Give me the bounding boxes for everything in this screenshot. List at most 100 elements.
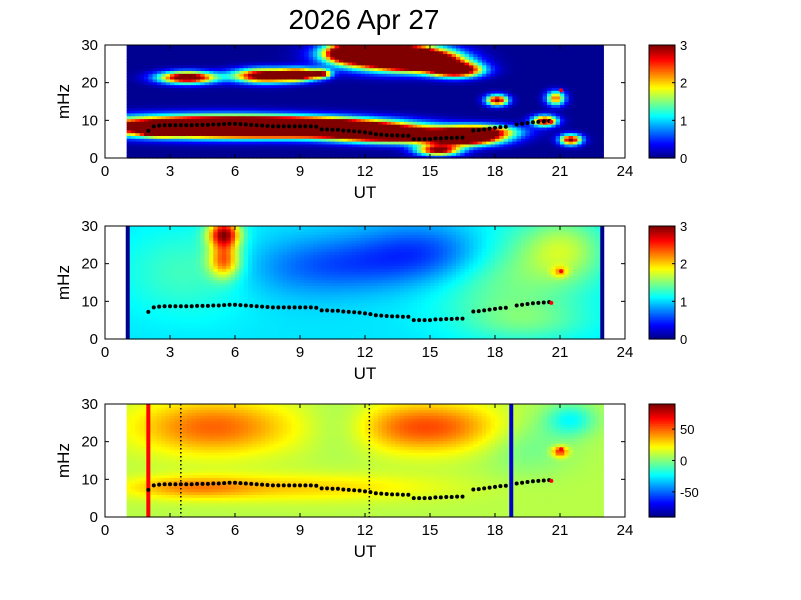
heatmap-cell xyxy=(187,45,193,49)
heatmap-cell xyxy=(347,90,353,94)
heatmap-cell xyxy=(178,70,184,74)
heatmap-cell xyxy=(460,132,466,136)
heatmap-cell xyxy=(547,112,552,117)
heatmap-cell xyxy=(490,104,496,108)
heatmap-cell xyxy=(412,45,418,49)
heatmap-cell xyxy=(443,64,448,69)
heatmap-cell xyxy=(395,93,401,97)
heatmap-cell xyxy=(170,84,175,88)
heatmap-cell xyxy=(161,228,167,233)
heatmap-cell xyxy=(269,118,275,122)
heatmap-cell xyxy=(304,109,310,114)
heatmap-cell xyxy=(304,98,310,103)
heatmap-cell xyxy=(482,118,487,122)
heatmap-cell xyxy=(152,234,158,238)
heatmap-cell xyxy=(139,299,145,303)
heatmap-cell xyxy=(139,112,145,117)
heatmap-cell xyxy=(339,155,344,159)
heatmap-cell xyxy=(356,135,362,139)
heatmap-cell xyxy=(126,45,132,49)
heatmap-cell xyxy=(395,47,401,52)
heatmap-cell xyxy=(508,76,513,80)
heatmap-cell xyxy=(482,149,487,153)
heatmap-cell xyxy=(451,155,457,159)
heatmap-cell xyxy=(551,141,557,145)
heatmap-cell xyxy=(161,324,167,329)
heatmap-cell xyxy=(144,299,149,303)
heatmap-cell xyxy=(161,84,167,88)
heatmap-cell xyxy=(490,78,496,83)
heatmap-cell xyxy=(217,81,223,86)
heatmap-cell xyxy=(508,78,513,83)
heatmap-cell xyxy=(551,152,557,156)
heatmap-cell xyxy=(451,73,457,77)
heatmap-cell xyxy=(326,124,331,128)
heatmap-cell xyxy=(412,126,418,131)
heatmap-cell xyxy=(183,101,188,105)
heatmap-cell xyxy=(326,81,331,86)
heatmap-cell xyxy=(525,93,531,97)
heatmap-cell xyxy=(382,104,388,108)
heatmap-cell xyxy=(191,53,197,57)
heatmap-cell xyxy=(555,70,561,74)
heatmap-cell xyxy=(560,47,565,52)
data-point xyxy=(460,135,465,140)
heatmap-cell xyxy=(174,59,180,63)
heatmap-cell xyxy=(148,76,154,80)
colorbar-band xyxy=(649,92,675,96)
heatmap-cell xyxy=(235,138,240,142)
heatmap-cell xyxy=(521,95,526,100)
heatmap-cell xyxy=(581,93,587,97)
heatmap-cell xyxy=(261,115,266,120)
heatmap-cell xyxy=(477,107,483,111)
heatmap-cell xyxy=(157,259,162,264)
heatmap-cell xyxy=(360,155,366,159)
heatmap-cell xyxy=(499,141,505,145)
heatmap-cell xyxy=(304,87,310,91)
heatmap-cell xyxy=(274,93,279,97)
heatmap-cell xyxy=(477,76,483,80)
heatmap-cell xyxy=(464,95,470,100)
heatmap-cell xyxy=(313,109,318,114)
heatmap-cell xyxy=(564,149,570,153)
heatmap-cell xyxy=(139,302,145,306)
heatmap-cell xyxy=(547,78,552,83)
heatmap-cell xyxy=(568,45,574,49)
heatmap-cell xyxy=(451,138,457,142)
heatmap-cell xyxy=(581,118,587,122)
heatmap-cell xyxy=(152,84,158,88)
heatmap-cell xyxy=(386,64,392,69)
heatmap-cell xyxy=(443,118,448,122)
heatmap-cell xyxy=(196,67,201,72)
heatmap-cell xyxy=(477,93,483,97)
heatmap-cell xyxy=(139,293,145,298)
heatmap-cell xyxy=(373,101,379,105)
heatmap-cell xyxy=(317,90,323,94)
heatmap-cell xyxy=(525,59,531,63)
heatmap-cell xyxy=(412,78,418,83)
heatmap-cell xyxy=(443,70,448,74)
heatmap-cell xyxy=(369,143,375,148)
heatmap-cell xyxy=(191,47,197,52)
heatmap-cell xyxy=(131,242,136,247)
heatmap-cell xyxy=(482,121,487,125)
heatmap-cell xyxy=(243,93,249,97)
heatmap-cell xyxy=(425,115,431,120)
heatmap-cell xyxy=(395,138,401,142)
heatmap-cell xyxy=(321,118,327,122)
heatmap-cell xyxy=(399,47,405,52)
heatmap-cell xyxy=(516,146,522,151)
heatmap-cell xyxy=(248,112,253,117)
heatmap-cell xyxy=(239,115,245,120)
heatmap-cell xyxy=(473,67,479,72)
heatmap-cell xyxy=(512,115,518,120)
heatmap-cell xyxy=(395,101,401,105)
heatmap-cell xyxy=(313,73,318,77)
heatmap-cell xyxy=(148,104,154,108)
heatmap-cell xyxy=(590,121,596,125)
heatmap-cell xyxy=(239,135,245,139)
heatmap-cell xyxy=(547,67,552,72)
data-point xyxy=(151,124,156,129)
heatmap-cell xyxy=(482,56,487,60)
heatmap-cell xyxy=(209,95,214,100)
